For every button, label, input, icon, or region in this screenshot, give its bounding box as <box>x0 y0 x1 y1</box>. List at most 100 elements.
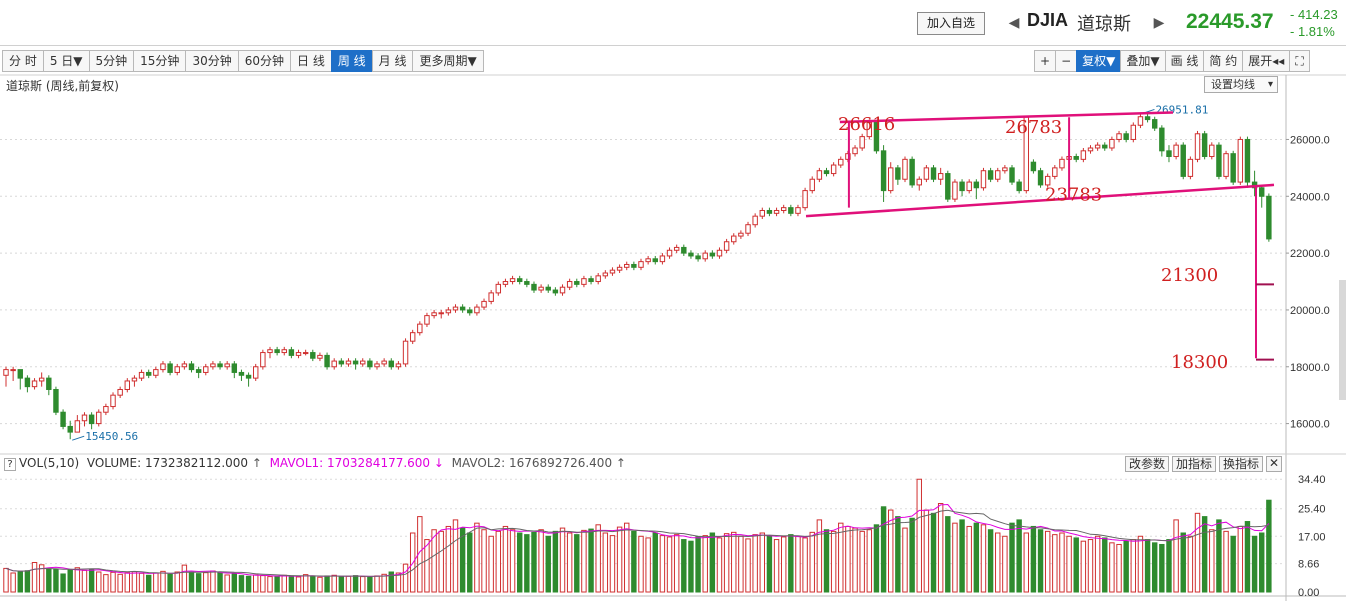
volume-bar <box>616 526 623 593</box>
annotation-label: 23783 <box>1045 184 1102 205</box>
volume-bar <box>110 571 116 593</box>
candle-body <box>823 170 830 175</box>
simple-mode-button[interactable]: 简 约 <box>1203 50 1243 72</box>
candle-body <box>616 266 623 271</box>
candle-body <box>973 181 980 189</box>
tab-period-7[interactable]: 周 线 <box>330 50 372 72</box>
candle-body <box>1116 133 1122 140</box>
volume-bar <box>395 572 402 593</box>
prev-symbol-icon[interactable]: ◀ <box>1008 15 1020 31</box>
candle-body <box>1187 158 1194 177</box>
volume-bar <box>1016 519 1022 593</box>
candle-body <box>688 252 694 257</box>
close-icon[interactable]: ✕ <box>1266 456 1283 472</box>
volume-bar <box>738 535 744 593</box>
volume-bar <box>452 519 459 593</box>
volume-bar <box>402 563 409 593</box>
tab-period-6[interactable]: 日 线 <box>290 50 331 72</box>
candle-body <box>995 170 1001 180</box>
volume-bar <box>488 535 494 593</box>
volume-bar <box>909 517 915 593</box>
candle-body <box>830 164 837 175</box>
candle-body <box>1109 138 1115 149</box>
zoom-out-button[interactable]: − <box>1055 50 1077 72</box>
volume-bar <box>673 534 680 593</box>
tab-period-1[interactable]: 5 日▼ <box>42 50 89 72</box>
candle-body <box>987 170 994 180</box>
volume-bar <box>231 573 238 593</box>
volume-bar <box>916 478 922 593</box>
scrollbar-thumb[interactable] <box>1339 280 1346 400</box>
set-moving-average-dropdown[interactable]: 设置均线 <box>1204 76 1278 93</box>
volume-bar <box>338 576 345 593</box>
tab-period-0[interactable]: 分 时 <box>2 50 43 72</box>
candle-body <box>281 349 287 354</box>
draw-line-button[interactable]: 画 线 <box>1164 50 1204 72</box>
volume-bar <box>81 569 88 593</box>
candle-body <box>966 181 972 192</box>
volume-bar <box>352 575 359 593</box>
candle-body <box>795 207 801 214</box>
adjust-button[interactable]: 复权▼ <box>1076 50 1121 72</box>
tab-period-2[interactable]: 5分钟 <box>88 50 134 72</box>
volume-bar <box>1259 532 1265 593</box>
volume-bar <box>381 573 387 593</box>
tab-period-3[interactable]: 15分钟 <box>133 50 186 72</box>
volume-bar <box>46 568 52 593</box>
volume-bar <box>524 534 530 593</box>
tab-period-4[interactable]: 30分钟 <box>185 50 238 72</box>
overlay-button[interactable]: 叠加▼ <box>1120 50 1165 72</box>
expand-button[interactable]: 展开◂◂ <box>1242 50 1290 72</box>
volume-bar <box>253 574 259 593</box>
candle-body <box>752 215 758 226</box>
add-indicator-button[interactable]: 加指标 <box>1172 456 1217 472</box>
volume-bar <box>995 532 1001 593</box>
volume-bar <box>1066 535 1072 593</box>
volume-bar <box>1023 532 1029 593</box>
volume-bar <box>1109 542 1115 593</box>
fullscreen-icon[interactable]: ⛶ <box>1289 50 1310 72</box>
volume-bar <box>866 529 873 593</box>
volume-bar <box>652 532 658 593</box>
candle-body <box>295 352 302 356</box>
candle-body <box>117 388 123 396</box>
candle-body <box>374 363 380 368</box>
candle-body <box>331 360 337 368</box>
volume-bar <box>438 530 444 593</box>
candle-body <box>745 224 751 234</box>
volume-bar <box>745 538 751 593</box>
arrow-up-icon: ↑ <box>251 456 262 470</box>
candle-body <box>1223 153 1229 177</box>
tab-period-8[interactable]: 月 线 <box>371 50 413 72</box>
help-icon[interactable]: ? <box>4 458 16 471</box>
volume-bar <box>1159 543 1165 593</box>
candle-body <box>153 369 159 376</box>
volume-bar <box>1173 519 1179 593</box>
zoom-in-button[interactable]: + <box>1034 50 1056 72</box>
candle-body <box>723 241 730 251</box>
candle-body <box>902 158 908 180</box>
change-indicator-button[interactable]: 换指标 <box>1219 456 1264 472</box>
volume-bar <box>1094 535 1101 593</box>
candle-body <box>1009 167 1015 183</box>
candle-body <box>195 369 202 373</box>
volume-tick-label: 17.00 <box>1298 531 1326 543</box>
volume-bar <box>160 570 166 593</box>
candle-body <box>788 207 794 214</box>
candle-body <box>659 255 666 263</box>
candle-body <box>160 363 166 371</box>
tab-period-9[interactable]: 更多周期▼ <box>412 50 484 72</box>
candle-body <box>395 363 402 368</box>
edit-params-button[interactable]: 改参数 <box>1125 456 1170 472</box>
volume-bar <box>181 564 188 593</box>
volume-bar <box>559 527 566 593</box>
add-to-watchlist-button[interactable]: 加入自选 <box>917 12 985 35</box>
volume-bar <box>631 530 637 593</box>
volume-bar <box>1216 519 1222 593</box>
volume-bar <box>766 535 773 593</box>
next-symbol-icon[interactable]: ▶ <box>1153 15 1165 31</box>
tab-period-5[interactable]: 60分钟 <box>237 50 290 72</box>
volume-bar <box>103 574 109 593</box>
candle-body <box>588 278 594 283</box>
volume-bar <box>716 537 723 593</box>
